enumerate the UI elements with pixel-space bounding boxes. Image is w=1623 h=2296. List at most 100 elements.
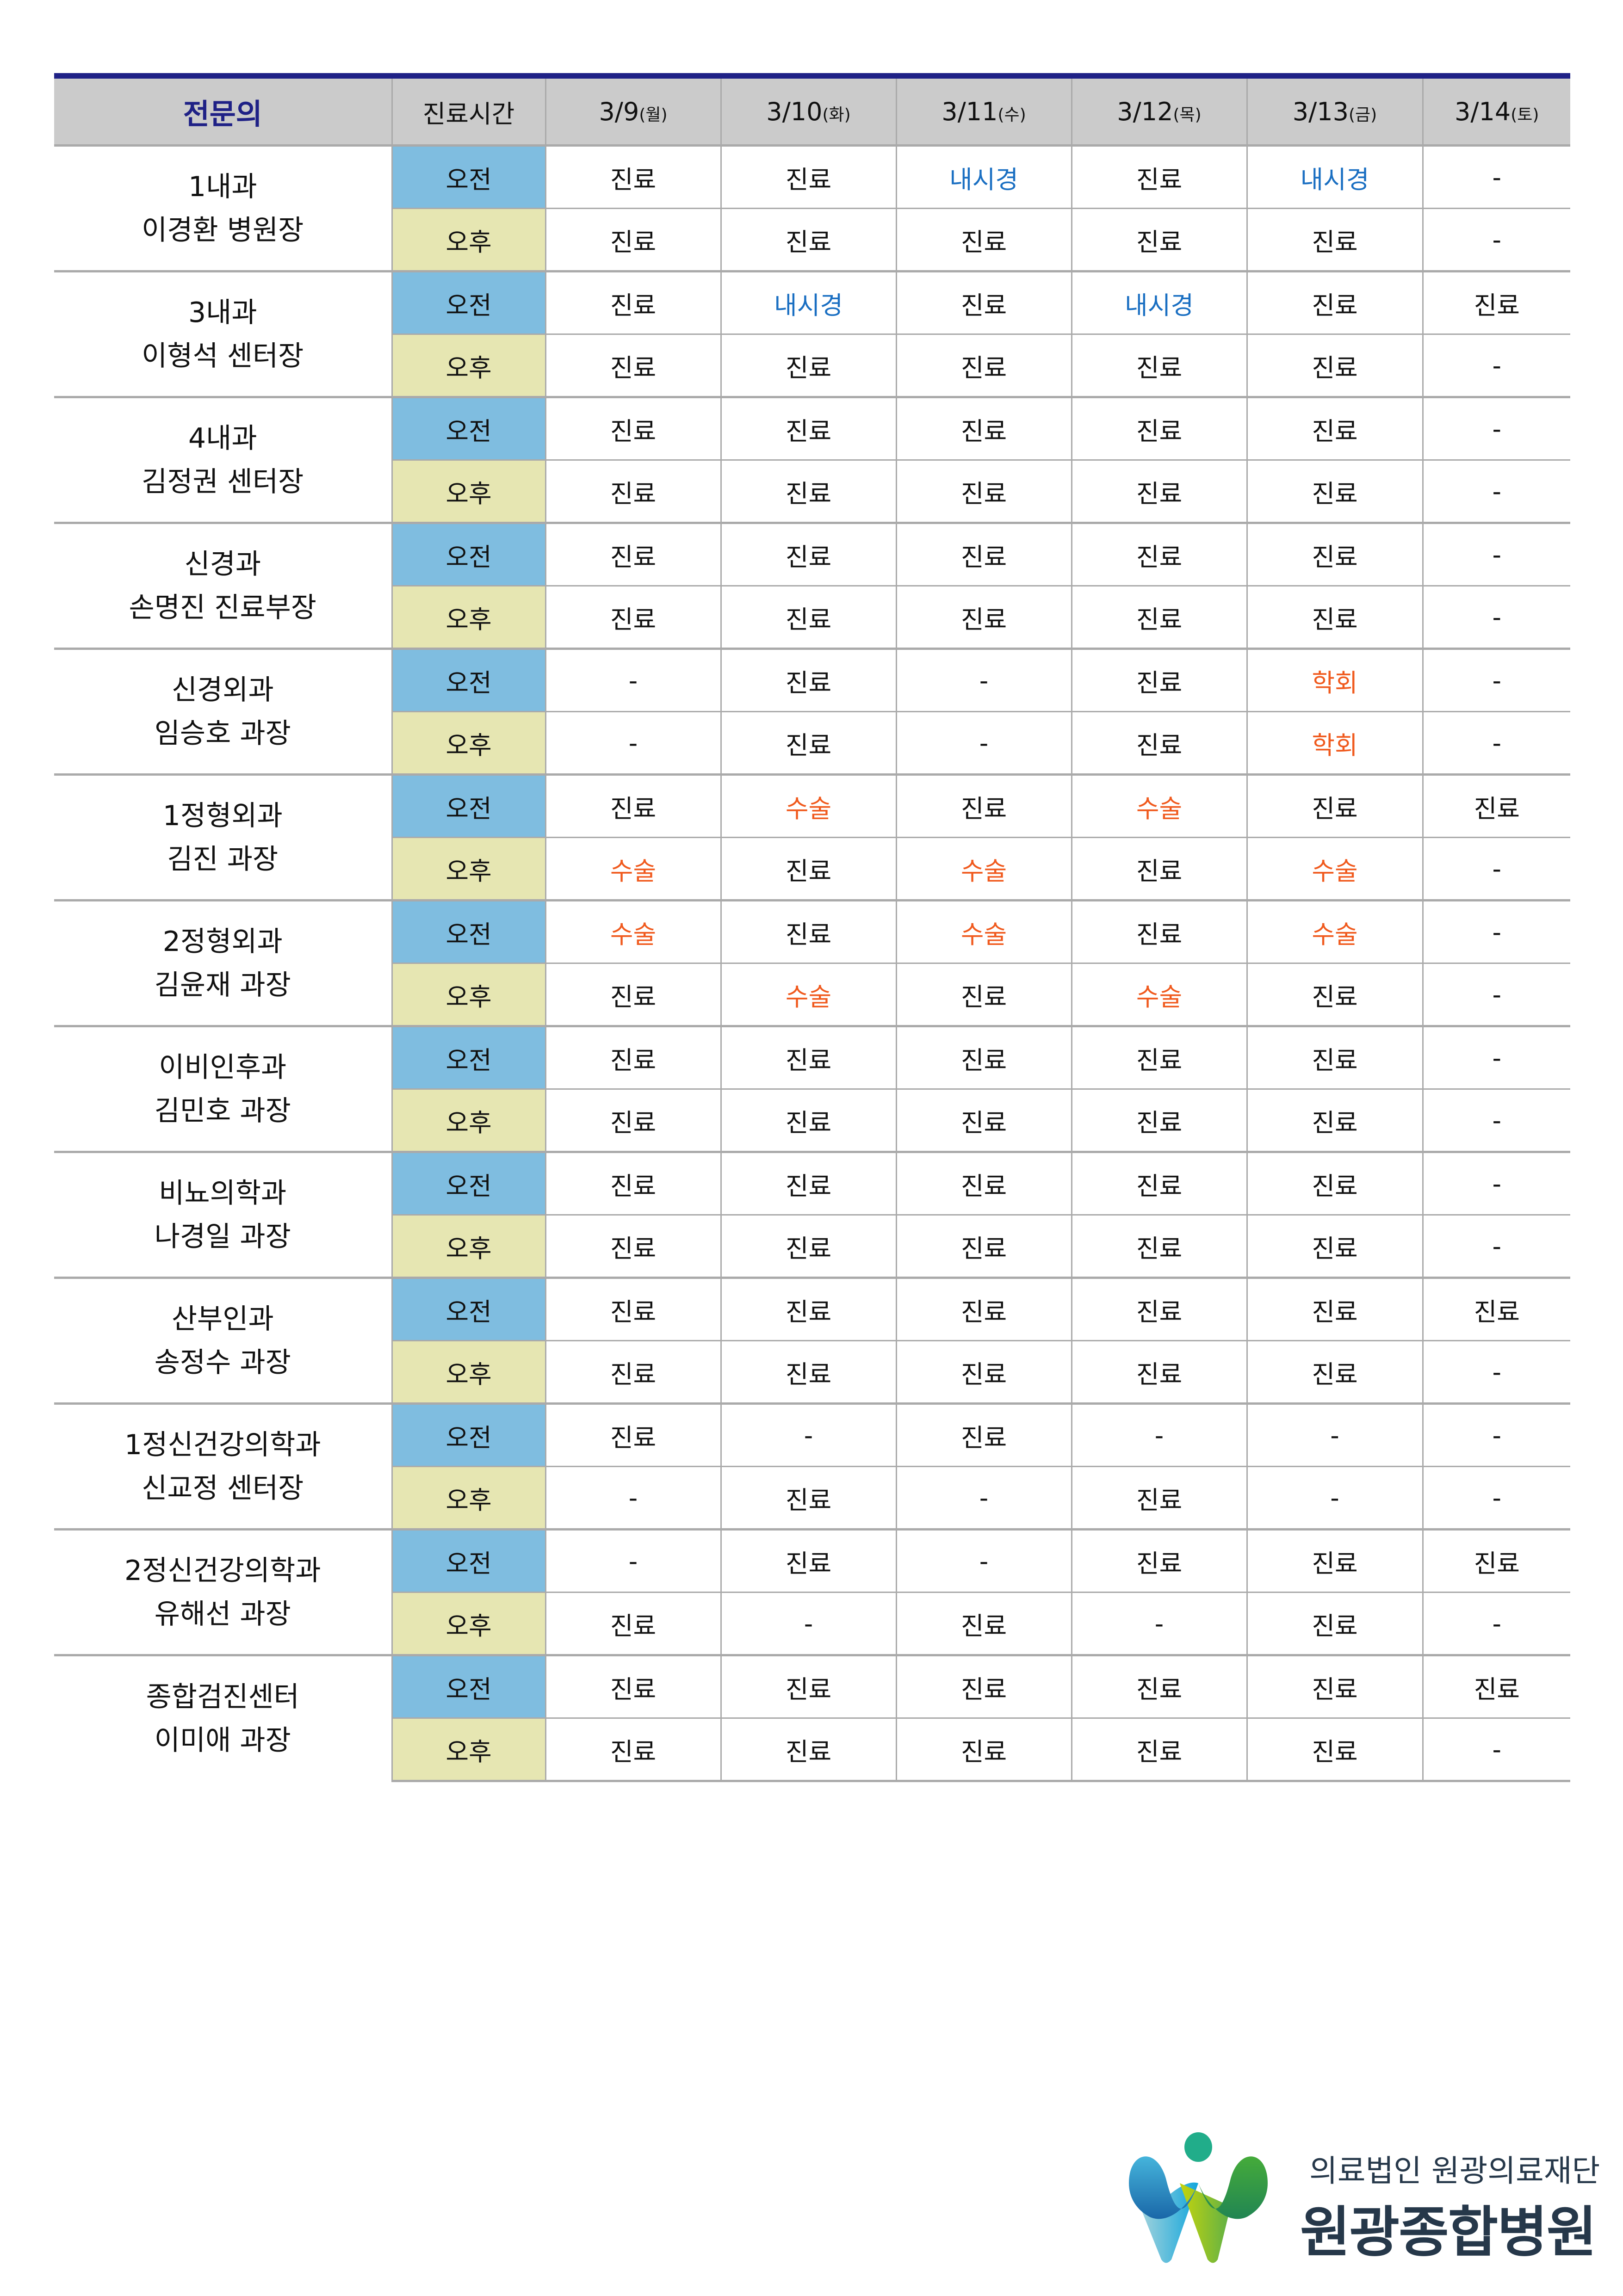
department: 비뇨의학과: [159, 1177, 287, 1210]
time-pm: 오후: [391, 1466, 545, 1530]
schedule-cell: 진료: [1071, 208, 1247, 272]
schedule-cell: -: [1422, 711, 1570, 775]
schedule-cell: 진료: [1071, 1088, 1247, 1152]
schedule-cell: 진료: [895, 459, 1072, 523]
time-am: 오전: [391, 899, 545, 963]
date-header: 3/13(금): [1246, 79, 1423, 146]
schedule-cell: 진료: [1422, 1654, 1570, 1718]
schedule-cell: 진료: [1246, 1151, 1423, 1215]
time-pm: 오후: [391, 585, 545, 649]
foundation-name: 의료법인 원광의료재단: [1309, 2153, 1600, 2189]
schedule-cell: -: [1422, 1340, 1570, 1404]
schedule-cell: 진료: [720, 648, 896, 712]
schedule-cell: 진료: [895, 1025, 1072, 1089]
schedule-cell: -: [895, 1466, 1072, 1530]
schedule-cell: 진료: [1422, 1277, 1570, 1341]
schedule-row-am: 4내과 김정권 센터장 오전 진료 진료 진료 진료 진료 -: [54, 396, 1570, 523]
schedule-cell: 진료: [545, 522, 721, 586]
doctor-name: 신교정 센터장: [142, 1472, 304, 1505]
department: 산부인과: [171, 1302, 274, 1335]
schedule-row-am: 1정신건강의학과 신교정 센터장 오전 진료 - 진료 - - -: [54, 1402, 1570, 1530]
schedule-cell: 진료: [1071, 1654, 1247, 1718]
schedule-cell: 진료: [720, 1214, 896, 1278]
doctor-cell: 1정신건강의학과 신교정 센터장: [54, 1402, 392, 1530]
schedule-cell: 진료: [1246, 1340, 1423, 1404]
schedule-cell: 진료: [1071, 1717, 1247, 1782]
schedule-cell: 진료: [545, 1151, 721, 1215]
schedule-cell: 진료: [545, 333, 721, 397]
schedule-cell: -: [1422, 1088, 1570, 1152]
weekday-label: (월): [639, 105, 668, 124]
schedule-cell: 진료: [1422, 773, 1570, 838]
schedule-cell: 수술: [720, 963, 896, 1026]
schedule-cell: 진료: [895, 773, 1072, 838]
schedule-cell: 진료: [1071, 1277, 1247, 1341]
schedule-cell: -: [1422, 333, 1570, 397]
schedule-cell: 진료: [720, 711, 896, 775]
schedule-cell: 진료: [1071, 396, 1247, 460]
department: 2정신건강의학과: [124, 1554, 321, 1587]
time-pm: 오후: [391, 1340, 545, 1404]
doctor-name: 이경환 병원장: [142, 214, 304, 247]
schedule-cell: 진료: [895, 1654, 1072, 1718]
schedule-cell: 진료: [1246, 1214, 1423, 1278]
schedule-cell: 진료: [720, 1340, 896, 1404]
schedule-cell: -: [720, 1402, 896, 1467]
time-am: 오전: [391, 1151, 545, 1215]
schedule-cell: 진료: [1246, 459, 1423, 523]
time-am: 오전: [391, 1654, 545, 1718]
doctor-name: 임승호 과장: [154, 717, 291, 750]
schedule-row-am: 종합검진센터 이미애 과장 오전 진료 진료 진료 진료 진료 진료: [54, 1654, 1570, 1781]
schedule-row-pm: 오후 진료 진료 진료 진료 진료 -: [54, 1340, 1570, 1404]
department: 신경외과: [171, 673, 274, 706]
weekday-label: (금): [1349, 105, 1377, 124]
schedule-row-pm: 오후 진료 수술 진료 수술 진료 -: [54, 963, 1570, 1026]
schedule-cell: -: [895, 648, 1072, 712]
doctor-cell: 2정신건강의학과 유해선 과장: [54, 1528, 392, 1655]
schedule-cell: 진료: [1246, 585, 1423, 649]
schedule-cell: 진료: [545, 144, 721, 209]
schedule-row-pm: 오후 진료 진료 진료 진료 진료 -: [54, 1214, 1570, 1278]
header-accent-bar: [54, 73, 1570, 79]
schedule-cell: 진료: [720, 144, 896, 209]
doctor-cell: 종합검진센터 이미애 과장: [54, 1654, 392, 1781]
schedule-row-pm: 오후 수술 진료 수술 진료 수술 -: [54, 837, 1570, 901]
department: 2정형외과: [162, 925, 283, 958]
time-am: 오전: [391, 1277, 545, 1341]
schedule-cell: 진료: [1246, 1025, 1423, 1089]
weekday-label: (화): [822, 105, 851, 124]
schedule-row-am: 2정신건강의학과 유해선 과장 오전 - 진료 - 진료 진료 진료: [54, 1528, 1570, 1655]
schedule-cell: -: [1422, 208, 1570, 272]
schedule-cell: 내시경: [1071, 270, 1247, 334]
schedule-cell: 진료: [545, 459, 721, 523]
department: 3내과: [188, 296, 257, 329]
doctor-name: 김정권 센터장: [142, 465, 304, 498]
schedule-cell: 학회: [1246, 711, 1423, 775]
date-label: 3/11: [942, 97, 998, 126]
doctor-name: 송정수 과장: [154, 1346, 291, 1379]
doctor-name: 나경일 과장: [154, 1220, 291, 1253]
doctor-name: 이형석 센터장: [142, 339, 304, 372]
schedule-cell: 진료: [895, 1340, 1072, 1404]
schedule-cell: 진료: [545, 270, 721, 334]
doctor-cell: 이비인후과 김민호 과장: [54, 1025, 392, 1152]
schedule-cell: 학회: [1246, 648, 1423, 712]
schedule-cell: -: [545, 648, 721, 712]
doctor-cell: 신경과 손명진 진료부장: [54, 522, 392, 649]
schedule-cell: 진료: [720, 1151, 896, 1215]
schedule-cell: 진료: [720, 333, 896, 397]
schedule-row-pm: 오후 진료 진료 진료 진료 진료 -: [54, 459, 1570, 523]
schedule-cell: 진료: [895, 396, 1072, 460]
date-label: 3/9: [599, 97, 639, 126]
schedule-cell: 진료: [1422, 1528, 1570, 1592]
time-pm: 오후: [391, 963, 545, 1026]
schedule-row-pm: 오후 진료 진료 진료 진료 진료 -: [54, 333, 1570, 397]
schedule-cell: 진료: [1071, 1214, 1247, 1278]
schedule-cell: 진료: [895, 208, 1072, 272]
time-am: 오전: [391, 522, 545, 586]
schedule-row-am: 1내과 이경환 병원장 오전 진료 진료 내시경 진료 내시경 -: [54, 144, 1570, 272]
date-header: 3/9(월): [545, 79, 721, 146]
schedule-cell: 진료: [545, 773, 721, 838]
